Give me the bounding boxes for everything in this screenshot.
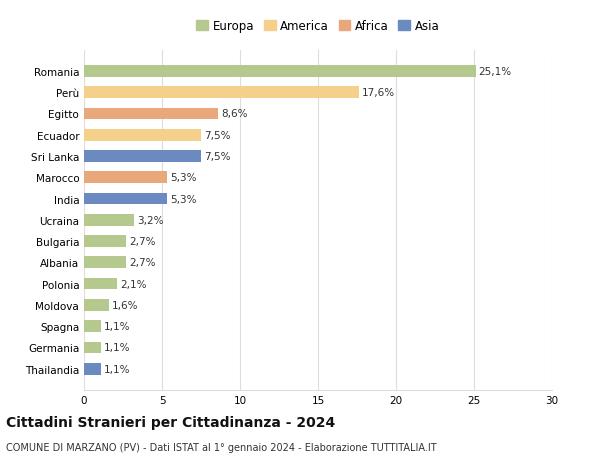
Text: 1,1%: 1,1%	[104, 343, 131, 353]
Bar	[84, 66, 476, 78]
Text: 2,7%: 2,7%	[129, 258, 156, 268]
Text: 3,2%: 3,2%	[137, 215, 164, 225]
Bar	[84, 151, 201, 162]
Text: Cittadini Stranieri per Cittadinanza - 2024: Cittadini Stranieri per Cittadinanza - 2…	[6, 415, 335, 429]
Text: 25,1%: 25,1%	[479, 67, 512, 77]
Bar	[84, 129, 201, 141]
Text: COMUNE DI MARZANO (PV) - Dati ISTAT al 1° gennaio 2024 - Elaborazione TUTTITALIA: COMUNE DI MARZANO (PV) - Dati ISTAT al 1…	[6, 442, 437, 452]
Text: 5,3%: 5,3%	[170, 194, 196, 204]
Bar	[84, 87, 359, 99]
Legend: Europa, America, Africa, Asia: Europa, America, Africa, Asia	[191, 16, 445, 38]
Bar	[84, 214, 134, 226]
Bar	[84, 257, 126, 269]
Bar	[84, 363, 101, 375]
Bar	[84, 172, 167, 184]
Bar	[84, 193, 167, 205]
Text: 5,3%: 5,3%	[170, 173, 196, 183]
Text: 8,6%: 8,6%	[221, 109, 248, 119]
Text: 7,5%: 7,5%	[204, 130, 230, 140]
Text: 2,1%: 2,1%	[120, 279, 146, 289]
Text: 1,1%: 1,1%	[104, 321, 131, 331]
Bar	[84, 108, 218, 120]
Text: 2,7%: 2,7%	[129, 236, 156, 246]
Text: 1,1%: 1,1%	[104, 364, 131, 374]
Text: 1,6%: 1,6%	[112, 300, 139, 310]
Bar	[84, 320, 101, 332]
Text: 7,5%: 7,5%	[204, 151, 230, 162]
Text: 17,6%: 17,6%	[362, 88, 395, 98]
Bar	[84, 342, 101, 353]
Bar	[84, 236, 126, 247]
Bar	[84, 299, 109, 311]
Bar	[84, 278, 117, 290]
